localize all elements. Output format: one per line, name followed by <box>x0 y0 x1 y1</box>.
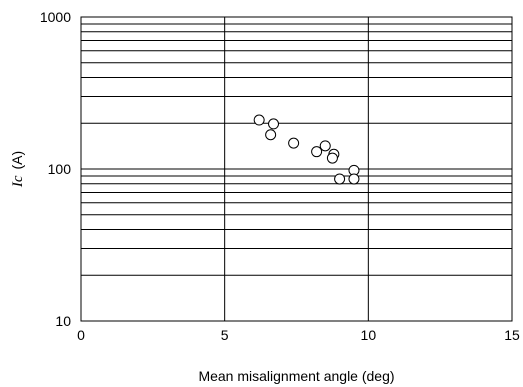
y-axis-title: Ic (A) <box>9 151 26 188</box>
data-point <box>348 173 360 185</box>
x-tick-label: 0 <box>77 327 85 343</box>
y-tick-label: 100 <box>48 161 72 177</box>
x-axis-ticks: 0 5 10 15 <box>77 327 520 343</box>
data-point <box>253 114 265 126</box>
plot-area-frame <box>80 16 513 322</box>
data-point <box>268 118 280 130</box>
x-axis-title: Mean misalignment angle (deg) <box>198 368 394 384</box>
y-axis-ticks: 10 100 1000 <box>40 9 71 329</box>
grid-lines <box>81 17 512 321</box>
data-point <box>311 146 323 158</box>
y-axis-symbol: Ic <box>10 175 26 188</box>
y-axis-unit: (A) <box>9 151 25 170</box>
x-tick-label: 10 <box>361 327 377 343</box>
y-tick-label: 1000 <box>40 9 71 25</box>
data-points <box>253 114 360 185</box>
data-point <box>265 129 277 141</box>
data-point <box>334 173 346 185</box>
x-tick-label: 15 <box>504 327 520 343</box>
y-tick-label: 10 <box>55 313 71 329</box>
x-tick-label: 5 <box>221 327 229 343</box>
data-point <box>326 152 338 164</box>
data-point <box>288 137 300 149</box>
data-point <box>319 140 331 152</box>
